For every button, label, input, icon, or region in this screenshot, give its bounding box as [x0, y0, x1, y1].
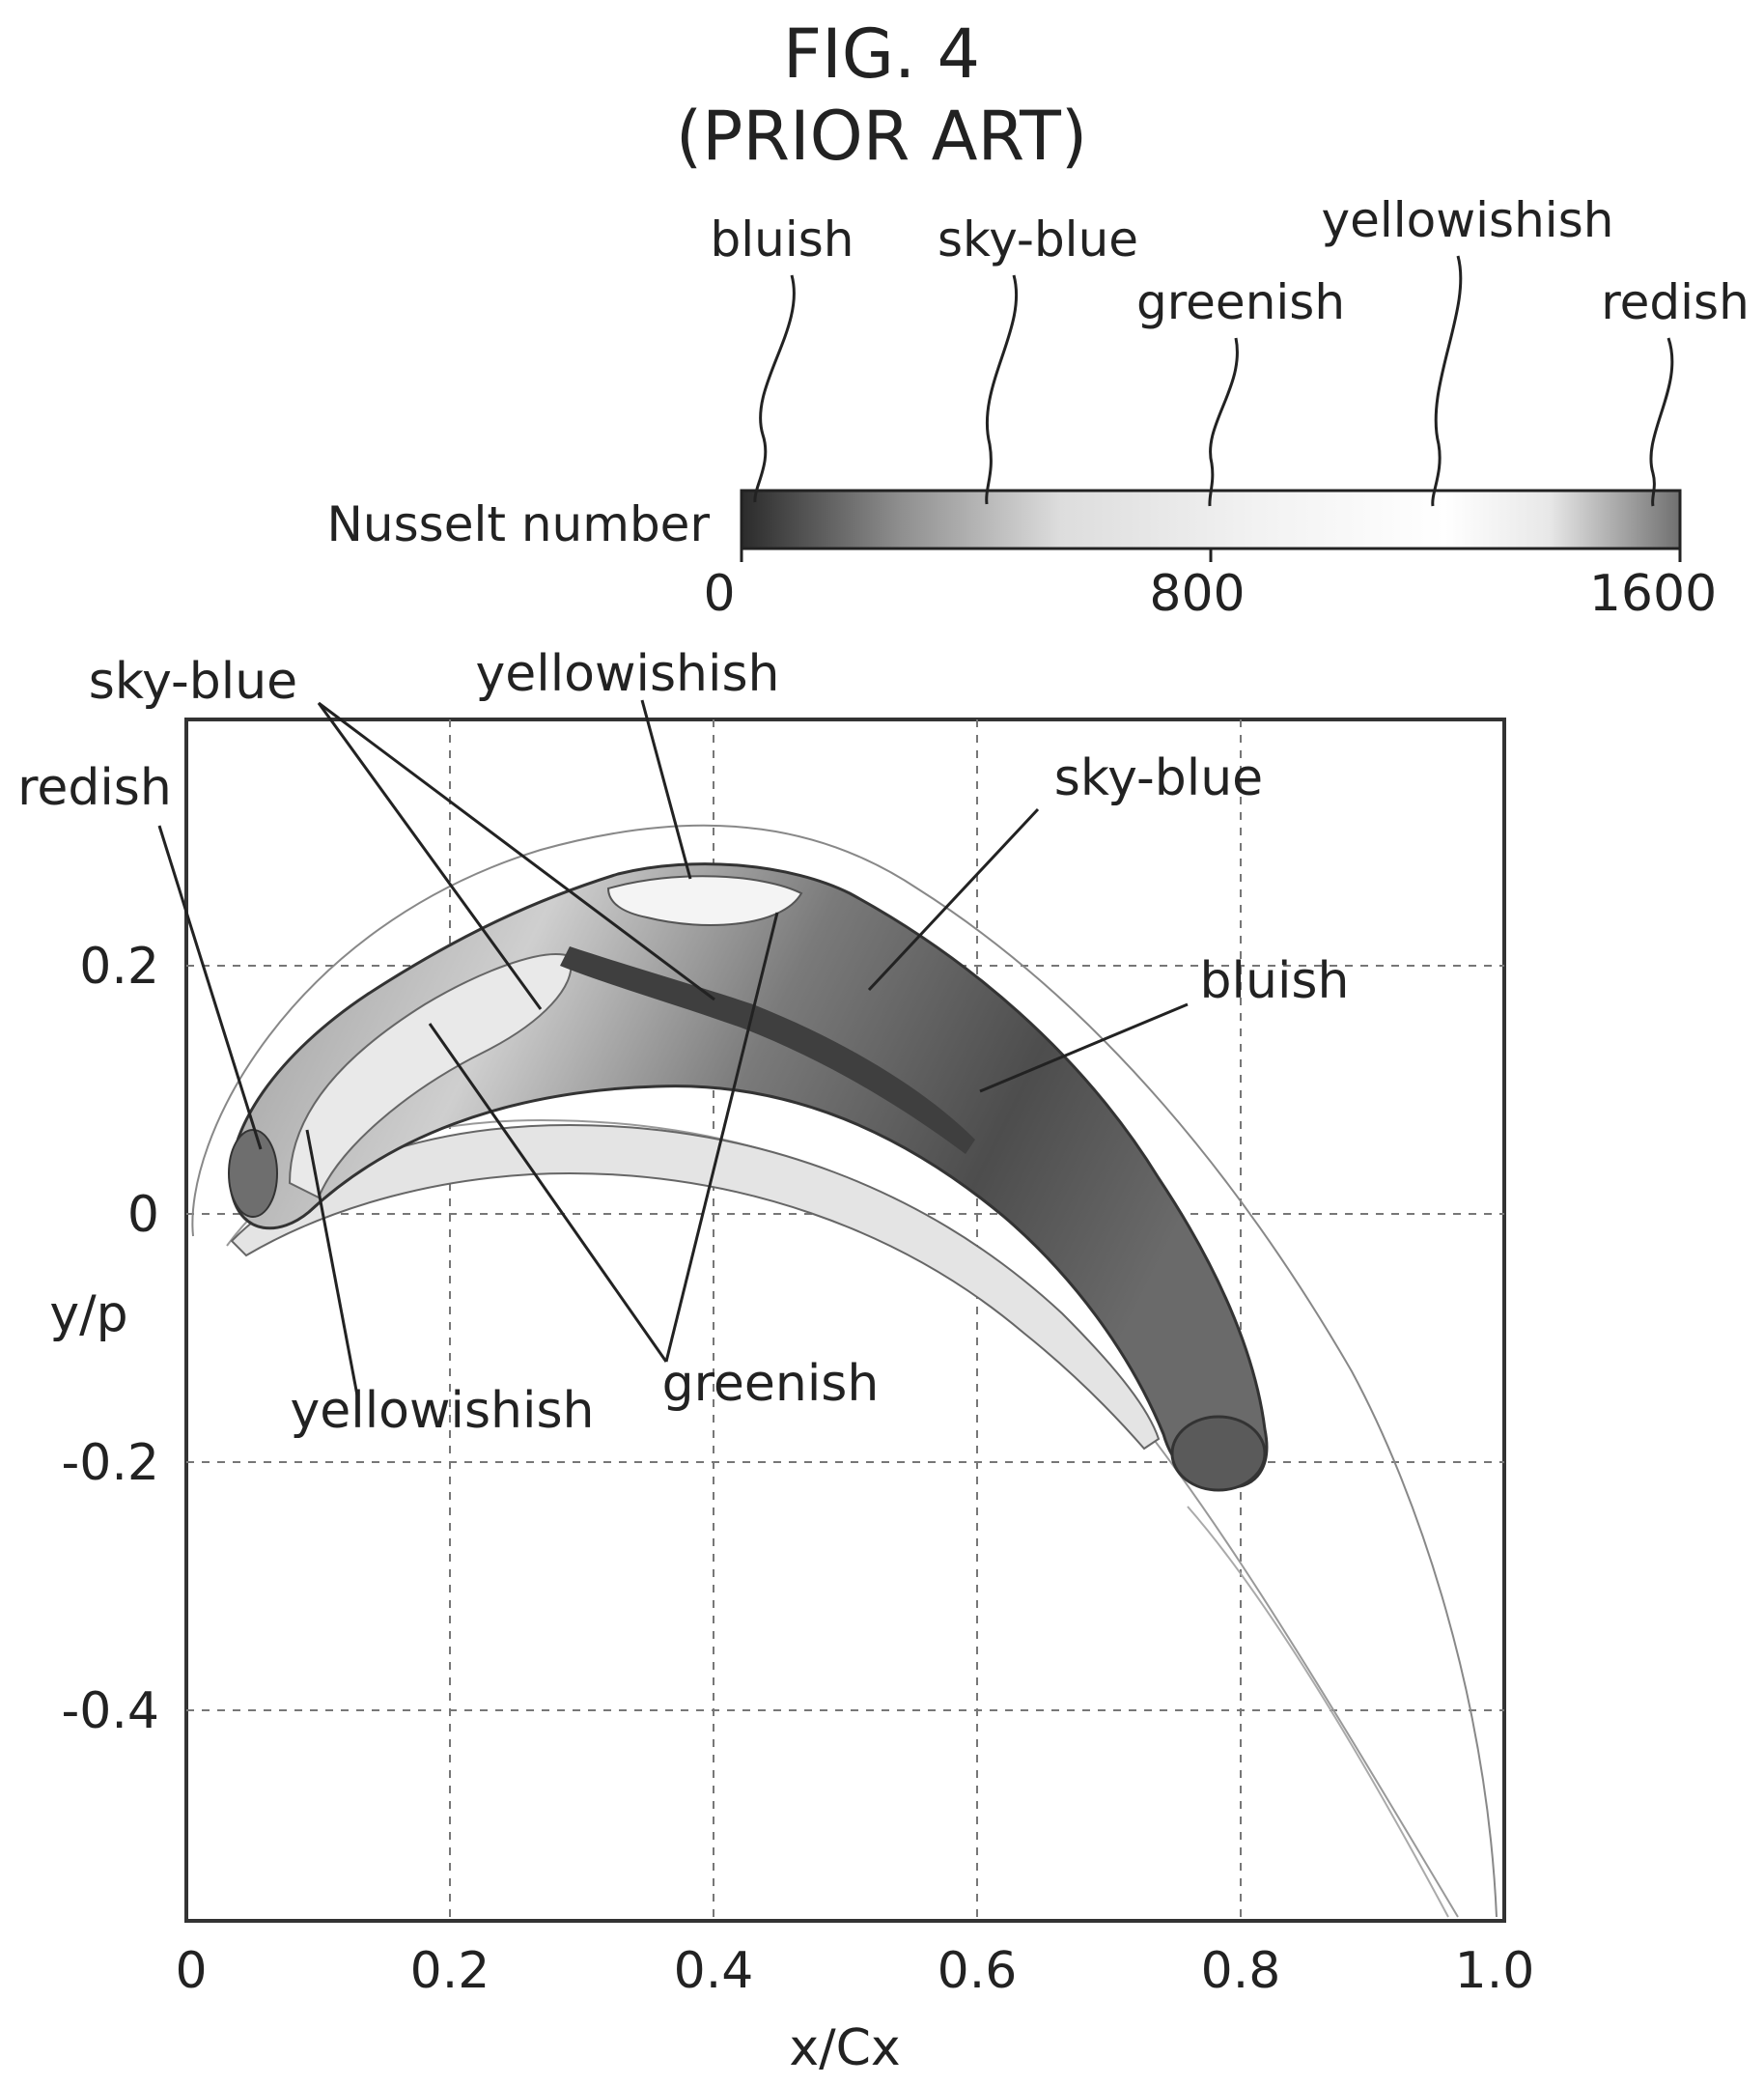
leader-sky-blue-left-b [318, 701, 715, 1001]
trailing-wedge-line [1187, 1506, 1449, 1918]
colorbar-leader-bluish [753, 274, 796, 503]
colorbar-tick-label-0: 0 [703, 565, 735, 623]
colorbar-tick-label-800: 800 [1149, 565, 1245, 623]
annotation-sky-blue-left: sky-blue [89, 653, 297, 711]
leading-edge-region [228, 1129, 278, 1218]
x-axis-label: x/Cx [789, 2019, 900, 2077]
outer-contour-line [191, 824, 1498, 1918]
annotation-yellowishish-bottom: yellowishish [291, 1382, 595, 1440]
annotation-yellowishish-top: yellowishish [476, 645, 780, 703]
x-tick-label-0.4: 0.4 [674, 1942, 754, 2000]
colorbar-color-label-bluish: bluish [711, 211, 854, 268]
y-tick-label-0: 0 [127, 1186, 159, 1244]
x-tick-label-0.2: 0.2 [410, 1942, 490, 2000]
y-tick-label-0.2: 0.2 [79, 938, 159, 996]
colorbar-color-label-yellowishish: yellowishish [1322, 192, 1614, 248]
y-axis-label: y/p [49, 1285, 127, 1343]
colorbar-color-label-sky-blue: sky-blue [938, 211, 1138, 268]
leader-yellowishish-top [640, 699, 692, 880]
annotation-greenish: greenish [662, 1355, 880, 1413]
figure-subtitle: (PRIOR ART) [676, 97, 1087, 176]
colorbar: Nusselt number 0 800 1600 bluish sky-blu… [327, 192, 1750, 623]
annotation-leaders [157, 699, 1189, 1396]
y-tick-label-minus-0.4: -0.4 [62, 1682, 159, 1740]
leader-greenish-a [428, 1023, 668, 1363]
leader-sky-blue-left-a [317, 702, 543, 1010]
blade-contour [191, 824, 1498, 1918]
colorbar-leader-yellowishish [1431, 255, 1463, 507]
annotation-bluish: bluish [1200, 952, 1350, 1010]
annotation-sky-blue-right: sky-blue [1054, 749, 1263, 807]
colorbar-leader-greenish [1208, 337, 1239, 507]
colorbar-color-label-greenish: greenish [1136, 274, 1345, 330]
figure-title: FIG. 4 [783, 14, 980, 94]
inner-dark-stripe [560, 946, 975, 1154]
trailing-edge-tip [1170, 1415, 1267, 1492]
leader-redish [157, 825, 263, 1150]
leader-sky-blue-right [867, 807, 1040, 992]
leader-greenish-b [664, 912, 779, 1363]
leader-bluish [979, 1002, 1189, 1093]
colorbar-leader-sky-blue [985, 274, 1019, 505]
x-tick-label-0.8: 0.8 [1201, 1942, 1281, 2000]
lower-contour-line [226, 1118, 1459, 1918]
annotation-redish: redish [17, 759, 172, 817]
x-tick-label-0.6: 0.6 [938, 1942, 1018, 2000]
y-tick-label-minus-0.2: -0.2 [62, 1434, 159, 1492]
colorbar-tick-label-1600: 1600 [1589, 565, 1717, 623]
x-tick-label-1.0: 1.0 [1455, 1942, 1535, 2000]
colorbar-color-label-redish: redish [1601, 274, 1750, 330]
leader-yellowishish-bottom [305, 1129, 359, 1396]
plot-area: 0 0.2 0.4 0.6 0.8 1.0 0.2 0 -0.2 -0.4 x/… [49, 718, 1535, 2077]
colorbar-leader-redish [1649, 337, 1674, 507]
colorbar-label: Nusselt number [327, 496, 711, 552]
x-tick-label-0: 0 [175, 1942, 207, 2000]
pressure-side-band [230, 1123, 1161, 1451]
plot-frame [184, 718, 1506, 1923]
